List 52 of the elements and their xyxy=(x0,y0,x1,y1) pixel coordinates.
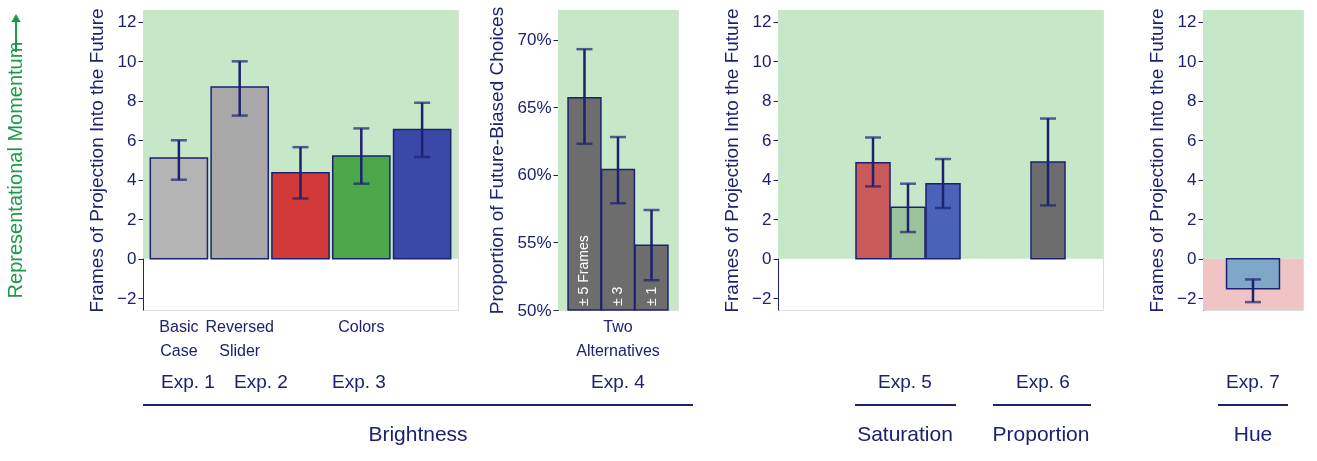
y-tick-label: 12 xyxy=(117,12,137,32)
y-tick-label: −2 xyxy=(752,288,772,308)
x-tick-label: Colors xyxy=(338,317,385,335)
y-tick-label: 2 xyxy=(1187,209,1197,229)
text: Exp. 3 xyxy=(332,371,386,392)
x-tick-label: Two Alternatives xyxy=(576,317,660,359)
y-tick-label: 12 xyxy=(752,12,772,32)
x-tick-label: Reversed Slider xyxy=(205,317,274,359)
annotation: ± 3 xyxy=(609,286,625,306)
text: Brightness xyxy=(368,422,468,445)
y-tick-label: 65% xyxy=(517,97,552,117)
y-tick-label: 55% xyxy=(517,232,552,252)
y-tick-label: 6 xyxy=(1187,130,1197,150)
y-tick-label: −2 xyxy=(117,288,137,308)
text: Exp. 7 xyxy=(1226,371,1280,392)
x-tick-label: Basic Case xyxy=(159,317,199,359)
text: Proportion xyxy=(992,422,1090,445)
y-tick-label: 10 xyxy=(752,51,772,71)
y-tick-label: 6 xyxy=(127,130,137,150)
text: Exp. 5 xyxy=(878,371,932,392)
y-tick-label: 10 xyxy=(117,51,137,71)
y-tick-label: 70% xyxy=(517,30,552,50)
y-axis-title: Frames of Projection Into the Future xyxy=(86,8,108,313)
y-tick-label: 0 xyxy=(127,249,137,269)
y-tick-label: 8 xyxy=(1187,91,1197,111)
y-tick-label: 0 xyxy=(1187,249,1197,269)
text: Hue xyxy=(1233,422,1273,445)
annotation: ± 5 Frames xyxy=(575,235,592,306)
y-tick-label: 2 xyxy=(127,209,137,229)
y-tick-label: 50% xyxy=(517,300,552,320)
text: Exp. 6 xyxy=(1016,371,1070,392)
y-tick-label: 4 xyxy=(762,170,772,190)
text: Representational Momentum xyxy=(4,41,26,299)
y-tick-label: 2 xyxy=(762,209,772,229)
y-tick-label: 12 xyxy=(1177,12,1197,32)
text: Exp. 2 xyxy=(234,371,288,392)
y-tick-label: 0 xyxy=(762,249,772,269)
y-tick-label: 10 xyxy=(1177,51,1197,71)
y-tick-label: 4 xyxy=(1187,170,1197,190)
y-tick-label: −2 xyxy=(1177,288,1197,308)
y-tick-label: 4 xyxy=(127,170,137,190)
y-axis-title: Proportion of Future-Biased Choices xyxy=(486,6,508,315)
text: Exp. 1 xyxy=(161,371,215,392)
y-axis-title: Frames of Projection Into the Future xyxy=(1146,8,1168,313)
y-axis-title: Frames of Projection Into the Future xyxy=(721,8,743,313)
y-tick-label: 8 xyxy=(762,91,772,111)
text: Exp. 4 xyxy=(591,371,646,392)
y-tick-label: 6 xyxy=(762,130,772,150)
annotation: ± 1 xyxy=(642,286,659,306)
text: Saturation xyxy=(857,422,953,445)
y-tick-label: 8 xyxy=(127,91,137,111)
y-tick-label: 60% xyxy=(517,165,552,185)
